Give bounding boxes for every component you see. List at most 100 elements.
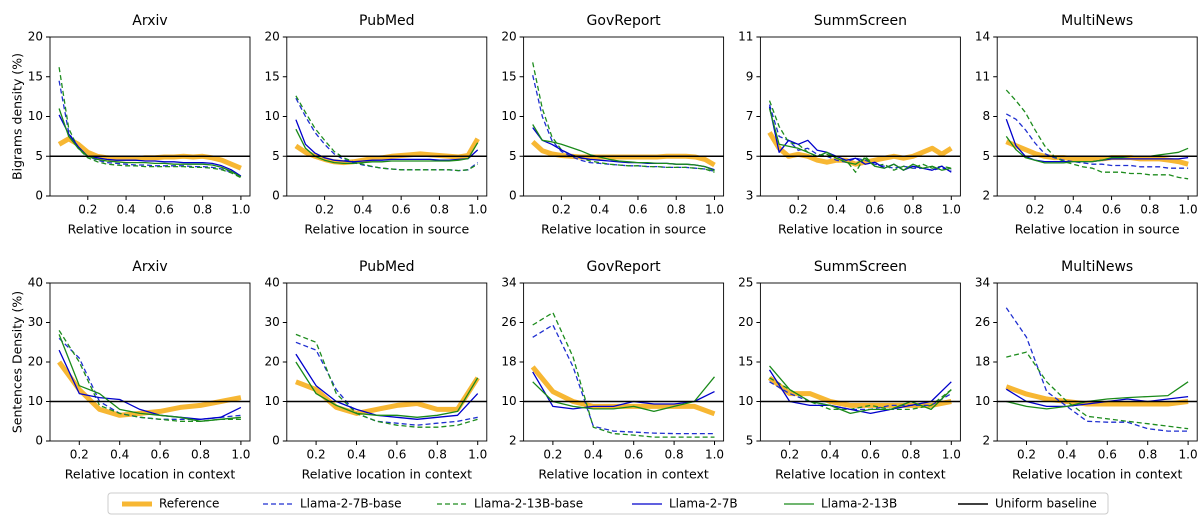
series-line [58,349,242,420]
series-line [58,330,241,422]
panel-title: Arxiv [132,13,167,29]
y-tick-label: 10 [28,109,43,123]
y-tick-label: 34 [501,276,516,290]
axes-frame [286,282,488,442]
x-tick-label: 0.4 [347,448,366,462]
x-tick-label: 0.4 [590,203,609,217]
y-tick-label: 5 [35,149,43,163]
legend-label: Llama-2-7B [669,497,738,511]
x-tick-label: 0.6 [151,448,170,462]
legend-label: Uniform baseline [995,497,1097,511]
series-line [295,128,479,165]
panel-title: PubMed [359,13,415,29]
x-tick-label: 0.4 [110,448,129,462]
y-tick-label: 5 [509,149,517,163]
x-tick-label: 0.8 [193,203,212,217]
x-tick-label: 0.8 [430,203,449,217]
x-tick-label: 1.0 [705,448,724,462]
y-tick-label: 10 [738,394,753,408]
series-line [295,119,479,163]
series-line [1006,351,1189,430]
y-tick-label: 5 [746,434,754,448]
axes-frame [759,36,961,197]
x-tick-label: 0.4 [821,448,840,462]
y-axis-label: Bigrams density (%) [10,53,25,180]
x-tick-label: 0.8 [667,203,686,217]
y-tick-label: 2 [983,189,991,203]
x-tick-label: 0.2 [789,203,808,217]
x-tick-label: 0.2 [1017,448,1036,462]
x-axis-label: Relative location in context [775,467,946,482]
series-line [532,124,715,172]
panel-title: SummScreen [814,13,907,29]
y-tick-label: 40 [265,276,280,290]
y-tick-label: 0 [272,189,280,203]
y-tick-label: 20 [265,30,280,44]
series-line [58,80,242,177]
y-tick-label: 10 [501,109,516,123]
x-axis-label: Relative location in context [538,467,709,482]
x-tick-label: 0.6 [1102,203,1121,217]
y-tick-label: 5 [746,149,754,163]
x-tick-label: 0.2 [307,448,326,462]
y-tick-label: 11 [738,30,753,44]
x-tick-label: 1.0 [231,203,250,217]
series-line [769,365,952,415]
legend-label: Llama-2-13B-base [474,497,583,511]
x-tick-label: 0.6 [624,448,643,462]
x-tick-label: 0.8 [191,448,210,462]
y-tick-label: 7 [746,109,754,123]
panel-title: GovReport [587,13,662,29]
x-tick-label: 0.2 [780,448,799,462]
y-tick-label: 9 [746,69,754,83]
panel-title: PubMed [359,259,415,275]
x-tick-label: 0.4 [353,203,372,217]
series-line [768,108,952,171]
y-tick-label: 14 [975,30,990,44]
series-line [295,353,479,420]
x-tick-label: 1.0 [705,203,724,217]
x-tick-label: 0.4 [827,203,846,217]
x-tick-label: 0.6 [155,203,174,217]
x-tick-label: 1.0 [1179,448,1198,462]
y-tick-label: 11 [975,69,990,83]
axes-frame [49,282,251,442]
y-tick-label: 30 [28,315,43,329]
y-tick-label: 2 [509,434,517,448]
series-line [294,376,480,416]
y-tick-label: 10 [501,394,516,408]
x-axis-label: Relative location in context [65,467,236,482]
series-line [58,337,241,420]
x-tick-label: 0.6 [628,203,647,217]
y-tick-label: 20 [28,355,43,369]
series-line [530,365,716,417]
y-tick-label: 18 [975,355,990,369]
panel-title: GovReport [587,259,662,275]
series-line [1005,384,1189,407]
x-tick-label: 0.6 [865,203,884,217]
x-tick-label: 0.6 [861,448,880,462]
series-line [532,376,716,413]
series-line [1006,381,1189,410]
y-tick-label: 2 [983,434,991,448]
y-tick-label: 10 [265,394,280,408]
x-tick-label: 0.8 [901,448,920,462]
x-tick-label: 0.2 [552,203,571,217]
series-line [1005,388,1189,408]
y-tick-label: 20 [501,30,516,44]
series-line [768,100,952,173]
series-line [767,131,953,167]
panel-title: MultiNews [1061,13,1133,29]
axes-frame [286,36,488,197]
panel-title: SummScreen [814,259,907,275]
series-line [532,324,715,435]
series-line [1005,136,1189,164]
x-tick-label: 1.0 [231,448,250,462]
x-tick-label: 0.2 [70,448,89,462]
y-tick-label: 0 [272,434,280,448]
y-tick-label: 15 [738,355,753,369]
x-tick-label: 0.4 [1057,448,1076,462]
x-tick-label: 0.2 [78,203,97,217]
